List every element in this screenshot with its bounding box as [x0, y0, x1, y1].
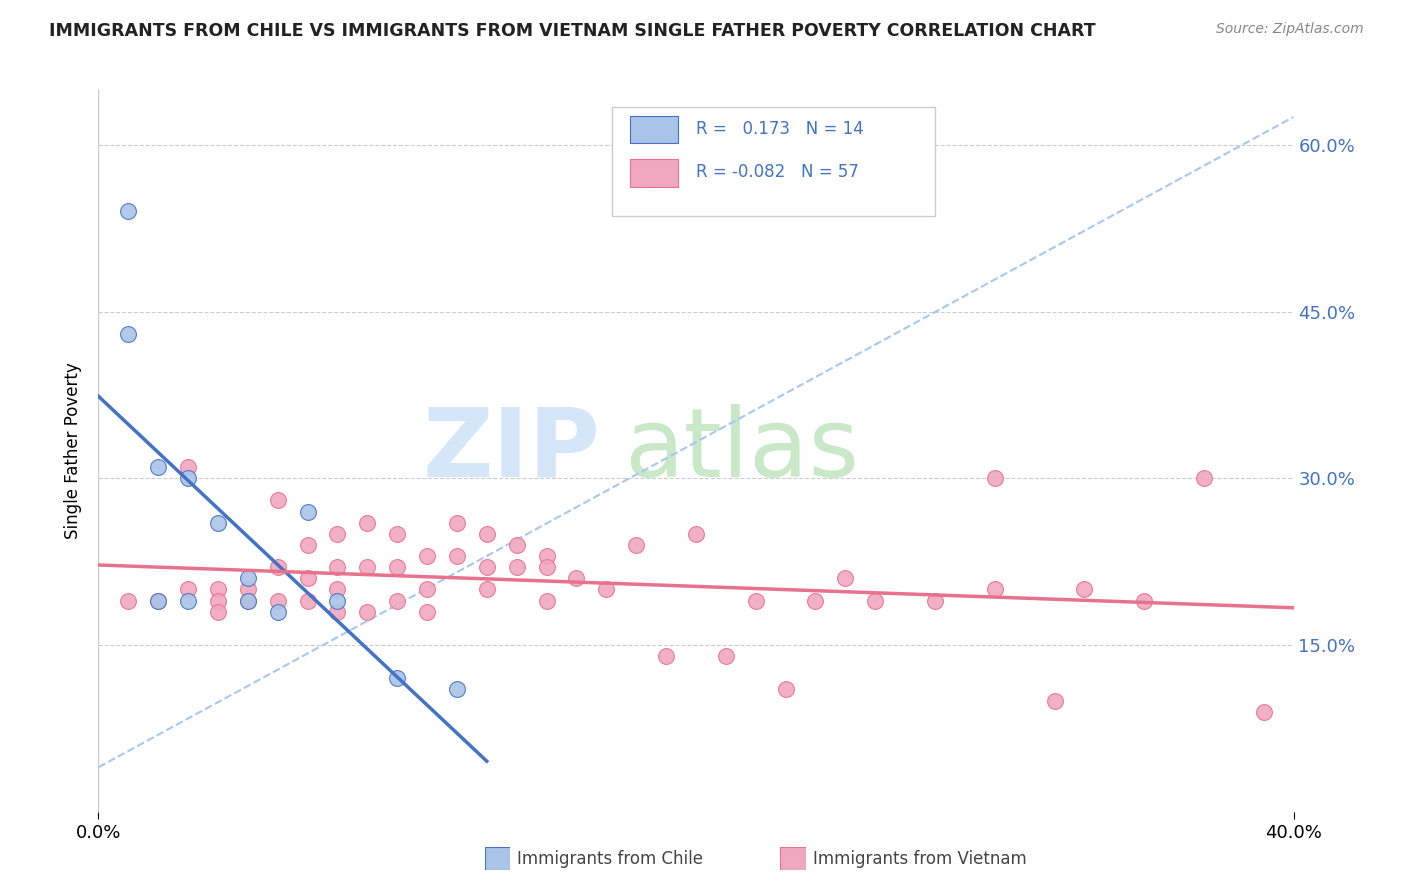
Point [385, 593, 409, 607]
Point [267, 605, 290, 619]
Bar [630, 116, 678, 144]
Point [446, 516, 468, 530]
Point [385, 671, 409, 685]
Point [297, 571, 319, 585]
Point [446, 682, 468, 697]
Point [506, 538, 529, 552]
Point [326, 582, 349, 597]
Point [297, 505, 319, 519]
Point [148, 593, 170, 607]
Y-axis label: Single Father Poverty: Single Father Poverty [65, 362, 83, 539]
Point [385, 560, 409, 574]
Point [475, 560, 498, 574]
Point [416, 549, 439, 563]
Point [207, 582, 229, 597]
Point [326, 560, 349, 574]
Point [1192, 471, 1215, 485]
Text: R = -0.082   N = 57: R = -0.082 N = 57 [696, 163, 859, 181]
Point [356, 516, 378, 530]
Point [475, 582, 498, 597]
Text: IMMIGRANTS FROM CHILE VS IMMIGRANTS FROM VIETNAM SINGLE FATHER POVERTY CORRELATI: IMMIGRANTS FROM CHILE VS IMMIGRANTS FROM… [49, 22, 1095, 40]
Point [745, 593, 768, 607]
Point [1253, 705, 1275, 719]
Text: Immigrants from Chile: Immigrants from Chile [517, 850, 703, 868]
Point [177, 582, 200, 597]
Text: ZIP: ZIP [422, 404, 600, 497]
Point [595, 582, 617, 597]
Point [685, 526, 707, 541]
Point [207, 605, 229, 619]
Point [326, 526, 349, 541]
Point [148, 460, 170, 475]
Point [117, 326, 139, 341]
Point [267, 493, 290, 508]
Point [655, 649, 678, 664]
Point [804, 593, 827, 607]
Text: Immigrants from Vietnam: Immigrants from Vietnam [813, 850, 1026, 868]
Point [924, 593, 946, 607]
Point [1133, 593, 1156, 607]
Point [326, 593, 349, 607]
Point [984, 582, 1007, 597]
Point [236, 593, 259, 607]
Point [207, 593, 229, 607]
Point [714, 649, 737, 664]
Point [416, 582, 439, 597]
Point [416, 605, 439, 619]
Point [385, 526, 409, 541]
FancyBboxPatch shape [613, 107, 935, 216]
Point [117, 204, 139, 219]
Point [1073, 582, 1095, 597]
Point [356, 560, 378, 574]
Point [865, 593, 887, 607]
Point [297, 593, 319, 607]
Point [446, 549, 468, 563]
Text: atlas: atlas [624, 404, 859, 497]
Bar [630, 160, 678, 186]
Point [475, 526, 498, 541]
Point [326, 605, 349, 619]
Point [207, 516, 229, 530]
Point [236, 593, 259, 607]
Point [297, 538, 319, 552]
Point [506, 560, 529, 574]
Point [984, 471, 1007, 485]
Point [177, 593, 200, 607]
Point [536, 560, 558, 574]
Point [775, 682, 797, 697]
Text: Source: ZipAtlas.com: Source: ZipAtlas.com [1216, 22, 1364, 37]
Point [565, 571, 588, 585]
Point [267, 560, 290, 574]
Point [177, 460, 200, 475]
Text: R =   0.173   N = 14: R = 0.173 N = 14 [696, 120, 863, 138]
Point [536, 593, 558, 607]
Point [236, 571, 259, 585]
Point [626, 538, 648, 552]
Point [536, 549, 558, 563]
Point [356, 605, 378, 619]
Point [117, 593, 139, 607]
Point [834, 571, 856, 585]
Point [177, 471, 200, 485]
Point [148, 593, 170, 607]
Point [267, 593, 290, 607]
Point [236, 582, 259, 597]
Point [1043, 693, 1066, 707]
